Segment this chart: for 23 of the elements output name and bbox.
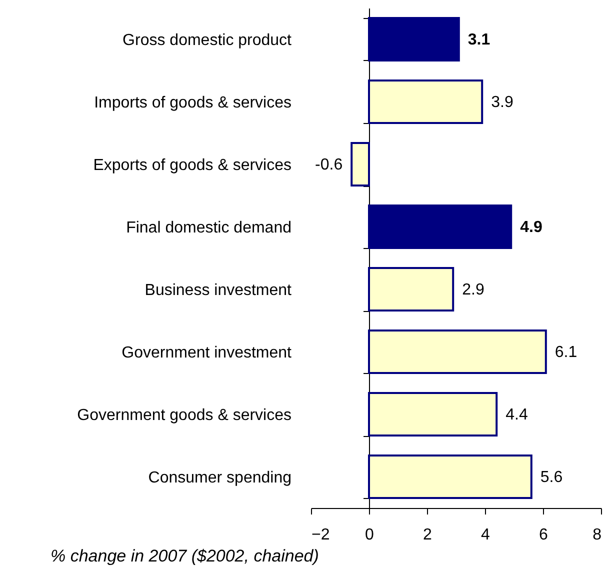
data-label: 3.1 — [468, 31, 490, 48]
x-tick-label: −2 — [312, 526, 330, 544]
x-tick-label: 4 — [481, 526, 490, 544]
data-label: -0.6 — [315, 156, 343, 174]
data-label: 4.9 — [520, 218, 542, 236]
x-tick-label: 0 — [365, 526, 374, 544]
x-axis-title: % change in 2007 ($2002, chained) — [50, 546, 319, 566]
y-tick-label: Final domestic demand — [126, 219, 292, 236]
data-label: 4.4 — [506, 406, 528, 424]
x-tick-label: 8 — [592, 526, 602, 544]
data-label: 5.6 — [540, 468, 563, 486]
y-tick-label: Business investment — [144, 282, 292, 299]
y-tick-label: Consumer spending — [148, 469, 292, 486]
y-tick-label: Imports of goods & services — [94, 94, 292, 112]
y-tick-label: Gross domestic product — [122, 32, 292, 49]
data-label: 3.9 — [491, 94, 514, 111]
y-tick-label: Exports of goods & services — [93, 156, 292, 174]
data-label: 2.9 — [462, 281, 484, 298]
x-tick-label: 2 — [423, 526, 432, 544]
x-tick-label: 6 — [539, 526, 548, 544]
data-label: 6.1 — [554, 344, 578, 361]
y-tick-label: Government investment — [122, 344, 292, 362]
y-tick-label: Government goods & services — [77, 406, 292, 424]
